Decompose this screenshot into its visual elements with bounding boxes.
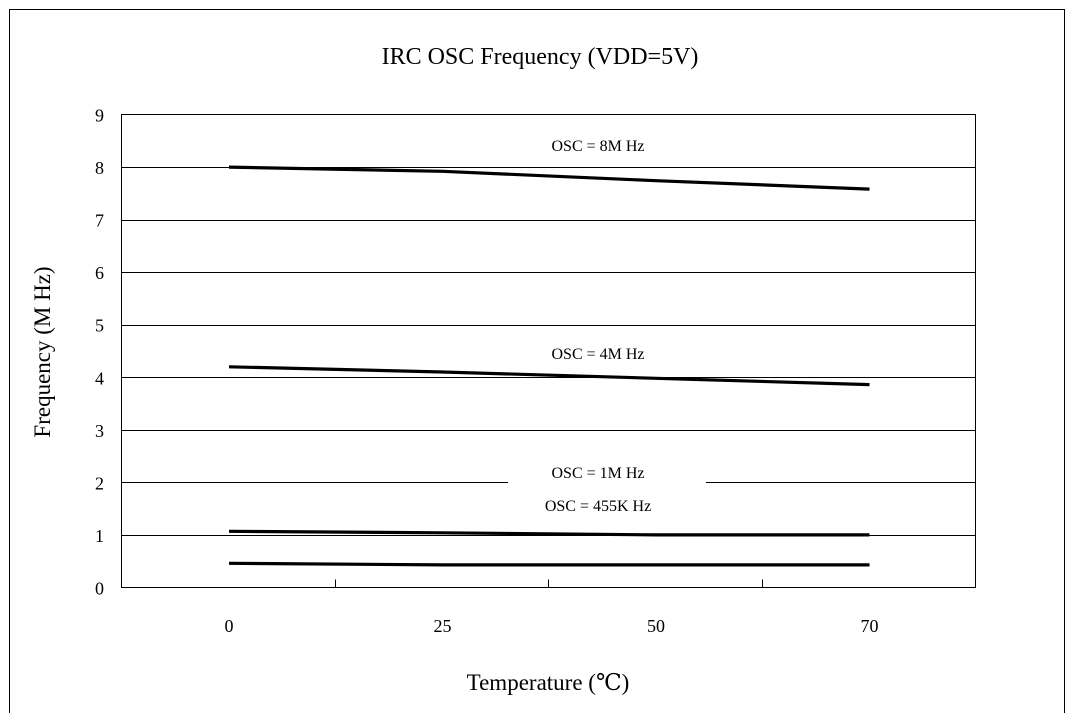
y-tick-label: 5 [95, 316, 104, 336]
y-tick-label: 8 [95, 158, 104, 178]
series-group [228, 165, 870, 567]
y-tick-label: 9 [95, 106, 104, 126]
x-axis-label: Temperature (℃) [467, 670, 630, 695]
x-tick-label: 50 [647, 616, 665, 636]
series-line [228, 529, 870, 537]
y-axis-label: Frequency (M Hz) [30, 266, 55, 437]
series-label: OSC = 4M Hz [551, 346, 644, 363]
x-tick-label: 0 [225, 616, 234, 636]
series-label: OSC = 8M Hz [551, 138, 644, 155]
chart-title: IRC OSC Frequency (VDD=5V) [382, 44, 699, 70]
y-axis-tick-labels: 0 1 2 3 4 5 6 7 8 9 [95, 106, 104, 599]
y-tick-label: 4 [95, 368, 104, 388]
series-label: OSC = 455K Hz [545, 498, 651, 515]
y-tick-label: 0 [95, 579, 104, 599]
y-tick-label: 7 [95, 211, 104, 231]
series-labels: OSC = 8M Hz OSC = 4M Hz OSC = 1M Hz OSC = 4… [508, 138, 706, 515]
x-tick-label: 25 [434, 616, 452, 636]
series-line [228, 561, 870, 567]
series-label: OSC = 1M Hz [551, 465, 644, 482]
series-line [228, 165, 870, 191]
series-line [228, 365, 870, 387]
y-tick-label: 2 [95, 473, 104, 493]
y-tick-label: 1 [95, 526, 104, 546]
x-tick-label: 70 [861, 616, 879, 636]
y-tick-label: 3 [95, 421, 104, 441]
y-tick-label: 6 [95, 263, 104, 283]
series-label-backing [508, 462, 706, 484]
x-axis-tick-labels: 0 25 50 70 [225, 616, 879, 636]
plot-area [121, 114, 976, 588]
x-axis-ticks [335, 579, 763, 588]
